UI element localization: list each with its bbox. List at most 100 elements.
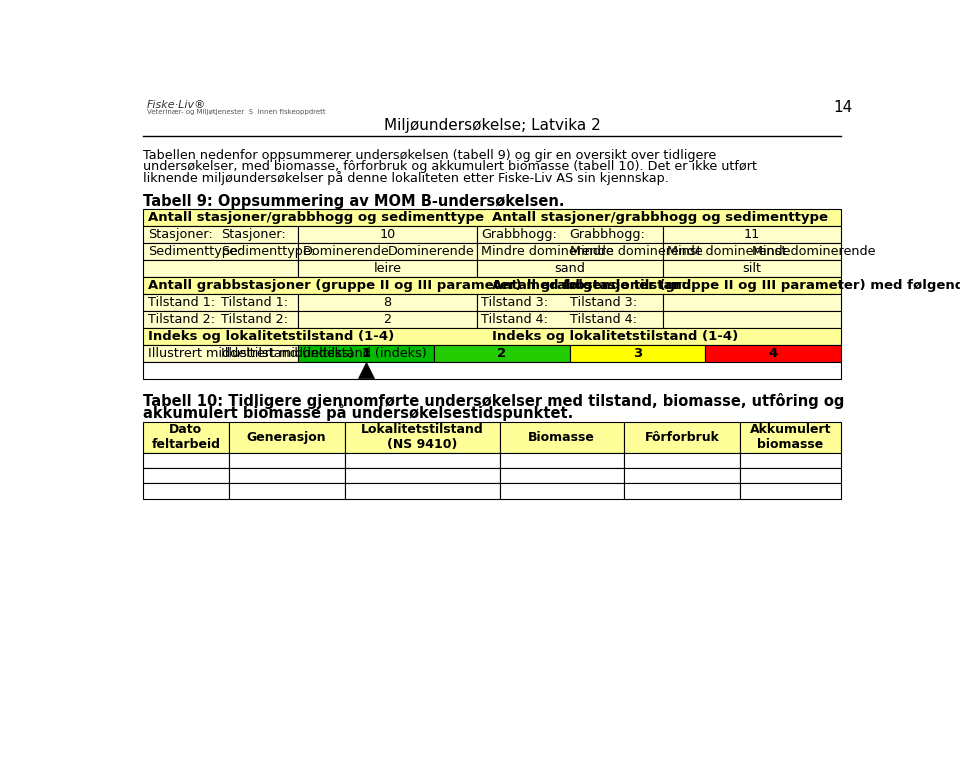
Bar xyxy=(299,243,476,260)
Bar xyxy=(740,453,841,468)
Bar xyxy=(143,362,841,378)
Text: Tilstand 1:: Tilstand 1: xyxy=(221,296,288,309)
Bar xyxy=(143,210,841,226)
Bar xyxy=(624,483,740,499)
Bar xyxy=(228,453,345,468)
Bar xyxy=(345,468,500,483)
Text: Tilstand 3:: Tilstand 3: xyxy=(569,296,636,309)
Text: Tilstand 4:: Tilstand 4: xyxy=(569,313,636,326)
Bar xyxy=(143,294,299,311)
Text: Antall stasjoner/grabbhogg og sedimenttype: Antall stasjoner/grabbhogg og sedimentty… xyxy=(148,211,484,224)
Bar xyxy=(740,483,841,499)
Text: Miljøundersøkelse; Latvika 2: Miljøundersøkelse; Latvika 2 xyxy=(384,119,600,134)
Bar xyxy=(500,421,624,453)
Bar xyxy=(476,243,662,260)
Bar xyxy=(143,277,841,294)
Text: Sedimenttype:: Sedimenttype: xyxy=(221,246,315,258)
Text: Veterinær- og Miljøtjenester  S  innen fiskeoppdrett: Veterinær- og Miljøtjenester S innen fis… xyxy=(147,109,325,115)
Text: Stasjoner:: Stasjoner: xyxy=(148,228,213,242)
Bar xyxy=(624,453,740,468)
Text: 2: 2 xyxy=(383,313,392,326)
Text: silt: silt xyxy=(742,262,761,275)
Bar xyxy=(345,453,500,468)
Bar xyxy=(143,226,299,243)
Text: Fiske·Liv®: Fiske·Liv® xyxy=(147,100,206,110)
Bar xyxy=(624,421,740,453)
Text: Akkumulert
biomasse: Akkumulert biomasse xyxy=(750,423,831,451)
Bar xyxy=(143,311,299,328)
Text: Minst dominerende: Minst dominerende xyxy=(667,246,791,258)
Bar xyxy=(500,483,624,499)
Bar xyxy=(706,345,841,362)
Bar xyxy=(228,468,345,483)
Text: Indeks og lokalitetstilstand (1-4): Indeks og lokalitetstilstand (1-4) xyxy=(148,330,395,343)
Text: Stasjoner:: Stasjoner: xyxy=(221,228,285,242)
Text: 1: 1 xyxy=(362,347,371,360)
Text: 11: 11 xyxy=(743,228,759,242)
Text: Tilstand 1:: Tilstand 1: xyxy=(148,296,215,309)
Bar xyxy=(299,226,476,243)
Text: Biomasse: Biomasse xyxy=(528,431,595,443)
Text: Generasjon: Generasjon xyxy=(247,431,326,443)
Text: 14: 14 xyxy=(833,100,852,115)
Text: 10: 10 xyxy=(379,228,396,242)
Text: leire: leire xyxy=(373,262,401,275)
Text: Antall stasjoner/grabbhogg og sedimenttype: Antall stasjoner/grabbhogg og sedimentty… xyxy=(492,211,828,224)
Text: Dominerende: Dominerende xyxy=(388,246,474,258)
Bar xyxy=(143,328,841,345)
Bar xyxy=(476,260,662,277)
Bar xyxy=(662,260,841,277)
Text: Grabbhogg:: Grabbhogg: xyxy=(481,228,557,242)
Bar xyxy=(569,345,706,362)
Bar xyxy=(662,311,841,328)
Bar xyxy=(299,345,434,362)
Text: Sedimenttype:: Sedimenttype: xyxy=(148,246,242,258)
Bar xyxy=(500,453,624,468)
Text: Lokalitetstilstand
(NS 9410): Lokalitetstilstand (NS 9410) xyxy=(361,423,484,451)
Bar xyxy=(143,260,299,277)
Bar xyxy=(299,260,476,277)
Text: undersøkelser, med biomasse, fôrforbruk og akkumulert biomasse (tabell 10). Det : undersøkelser, med biomasse, fôrforbruk … xyxy=(143,160,757,173)
Bar xyxy=(143,483,228,499)
Text: Tabellen nedenfor oppsummerer undersøkelsen (tabell 9) og gir en oversikt over t: Tabellen nedenfor oppsummerer undersøkel… xyxy=(143,149,716,163)
Text: sand: sand xyxy=(554,262,585,275)
Bar xyxy=(345,483,500,499)
Bar xyxy=(662,243,841,260)
Text: Dato
feltarbeid: Dato feltarbeid xyxy=(152,423,221,451)
Bar xyxy=(476,311,662,328)
Text: Tilstand 2:: Tilstand 2: xyxy=(221,313,288,326)
Text: Tabell 10: Tidligere gjennomførte undersøkelser med tilstand, biomasse, utfôring: Tabell 10: Tidligere gjennomførte unders… xyxy=(143,393,845,409)
Bar xyxy=(143,421,228,453)
Text: Tilstand 3:: Tilstand 3: xyxy=(481,296,548,309)
Bar xyxy=(500,468,624,483)
Text: Mindre dominerende: Mindre dominerende xyxy=(569,246,703,258)
Bar xyxy=(143,243,299,260)
Text: Tilstand 2:: Tilstand 2: xyxy=(148,313,215,326)
Bar xyxy=(624,468,740,483)
Bar xyxy=(434,345,569,362)
Bar xyxy=(740,421,841,453)
Bar xyxy=(143,345,299,362)
Bar xyxy=(143,468,228,483)
Text: 3: 3 xyxy=(633,347,642,360)
Text: Fôrforbruk: Fôrforbruk xyxy=(644,431,719,443)
Text: Tilstand 4:: Tilstand 4: xyxy=(481,313,548,326)
Bar xyxy=(740,468,841,483)
Bar xyxy=(299,311,476,328)
Text: liknende miljøundersøkelser på denne lokaliteten etter Fiske-Liv AS sin kjennska: liknende miljøundersøkelser på denne lok… xyxy=(143,170,669,185)
Text: Dominerende: Dominerende xyxy=(303,246,390,258)
Text: Antall grabbstasjoner (gruppe II og III parameter) med følgende tilstand: Antall grabbstasjoner (gruppe II og III … xyxy=(492,279,960,292)
Text: Grabbhogg:: Grabbhogg: xyxy=(569,228,645,242)
Bar xyxy=(476,294,662,311)
Bar xyxy=(662,294,841,311)
Bar xyxy=(228,421,345,453)
Text: Indeks og lokalitetstilstand (1-4): Indeks og lokalitetstilstand (1-4) xyxy=(492,330,738,343)
Text: 2: 2 xyxy=(497,347,506,360)
Text: Mindre dominerende: Mindre dominerende xyxy=(481,246,613,258)
Text: Antall grabbstasjoner (gruppe II og III parameter) med følgende tilstand: Antall grabbstasjoner (gruppe II og III … xyxy=(148,279,691,292)
Text: 4: 4 xyxy=(768,347,778,360)
Bar xyxy=(228,483,345,499)
Text: akkumulert biomasse på undersøkelsestidspunktet.: akkumulert biomasse på undersøkelsestids… xyxy=(143,404,573,421)
Bar xyxy=(345,421,500,453)
Text: Tabell 9: Oppsummering av MOM B-undersøkelsen.: Tabell 9: Oppsummering av MOM B-undersøk… xyxy=(143,194,564,209)
